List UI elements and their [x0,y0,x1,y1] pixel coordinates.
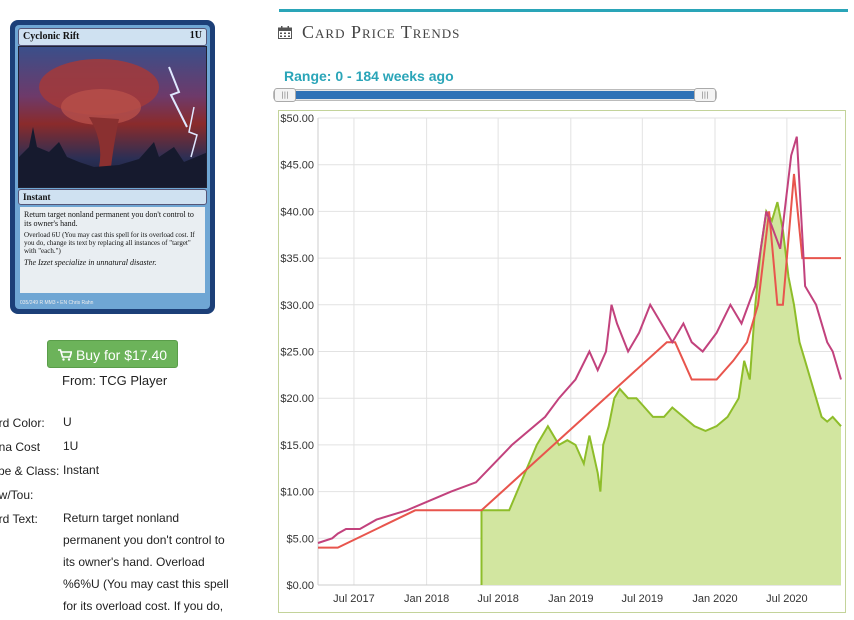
y-tick-label: $5.00 [286,533,314,545]
card-name: Cyclonic Rift [23,31,80,42]
section-header: Card Price Trends [278,22,460,43]
card-artwork-illustration [19,59,206,187]
x-tick-label: Jul 2018 [477,593,519,605]
buy-button[interactable]: Buy for $17.40 [47,340,178,368]
series-line-2 [317,136,842,544]
property-value: Instant [63,463,100,477]
x-tick-label: Jul 2017 [333,593,375,605]
x-tick-label: Jul 2019 [622,593,664,605]
section-title: Card Price Trends [302,22,461,42]
y-tick-label: $0.00 [286,580,314,592]
range-slider-start-handle[interactable]: ||| [274,88,296,102]
card-rules-text: Return target nonland permanent you don'… [24,210,194,228]
price-chart-svg: $0.00 $5.00 $10.00 $15.00 $20.00 $25.00 $30.00… [280,113,842,605]
card-frame: Cyclonic Rift 1U Instant Return target n… [15,25,210,309]
property-label: ard Color: [0,416,45,430]
price-chart: $0.00 $5.00 $10.00 $15.00 $20.00 $25.00 $30.00… [278,110,846,613]
range-label: Range: 0 - 184 weeks ago [284,68,454,84]
y-tick-label: $20.00 [280,393,314,405]
chart-series [317,136,842,585]
y-tick-label: $35.00 [280,253,314,265]
property-label: ype & Class: [0,464,60,478]
property-label: ard Text: [0,512,38,526]
y-tick-label: $15.00 [280,440,314,452]
y-tick-label: $10.00 [280,487,314,499]
x-tick-label: Jul 2020 [766,593,808,605]
x-tick-label: Jan 2020 [692,593,737,605]
x-tick-label: Jan 2019 [548,593,593,605]
calendar-icon [278,23,292,39]
card-overload-text: Overload 6U (You may cast this spell for… [24,231,195,255]
series-line-1 [318,173,841,549]
x-tick-label: Jan 2018 [404,593,449,605]
card-image: Cyclonic Rift 1U Instant Return target n… [10,20,215,314]
property-value: 1U [63,439,79,453]
range-slider[interactable]: ||| ||| [273,88,717,102]
chart-x-axis: Jul 2017 Jan 2018 Jul 2018 Jan 2019 Jul 2019… [333,593,808,605]
shopping-cart-icon [57,341,73,369]
y-tick-label: $45.00 [280,160,314,172]
card-artwork [18,46,207,188]
card-mana-cost: 1U [189,30,202,41]
property-label: ow/Tou: [0,488,34,502]
series-area-line [480,201,842,585]
property-value: Return target nonland permanent you don'… [63,511,229,613]
card-name-bar: Cyclonic Rift 1U [18,28,207,46]
y-tick-label: $40.00 [280,206,314,218]
property-label: ana Cost [0,440,41,454]
card-type-line: Instant [18,189,207,205]
section-top-rule [279,9,848,12]
range-slider-fill [285,91,705,99]
card-flavor-text: The Izzet specialize in unnatural disast… [24,258,157,267]
series-area-fill [481,202,841,585]
property-value: U [63,415,72,429]
buy-button-label: Buy for $17.40 [75,347,168,363]
range-slider-end-handle[interactable]: ||| [694,88,716,102]
chart-y-axis: $0.00 $5.00 $10.00 $15.00 $20.00 $25.00 $30.00… [280,113,314,592]
card-rules-box: Return target nonland permanent you don'… [20,207,205,293]
y-tick-label: $50.00 [280,113,314,125]
y-tick-label: $25.00 [280,347,314,359]
y-tick-label: $30.00 [280,300,314,312]
card-footer: 035/249 R MM3 • EN Chris Rahn [20,300,94,306]
price-source: From: TCG Player [62,373,168,388]
